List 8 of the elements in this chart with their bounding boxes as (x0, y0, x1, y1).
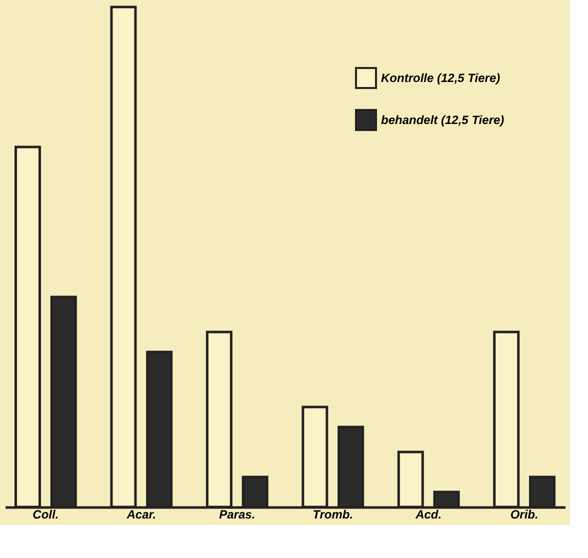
x-tick-label: Acd. (414, 508, 442, 522)
x-tick-label: Paras. (219, 508, 256, 522)
x-tick-label: Acar. (126, 508, 156, 522)
x-tick-label: Tromb. (312, 508, 354, 522)
x-tick-label: Coll. (32, 508, 59, 522)
legend-label: behandelt (12,5 Tiere) (381, 113, 504, 127)
legend-label: Kontrolle (12,5 Tiere) (381, 71, 500, 85)
x-tick-label: Orib. (510, 508, 538, 522)
